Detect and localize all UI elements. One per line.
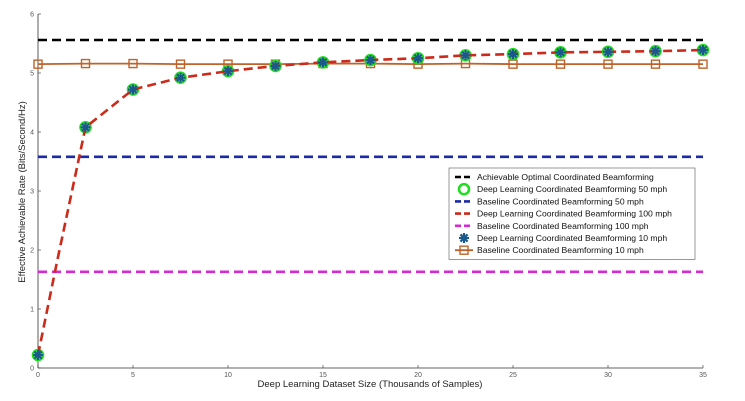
legend-deep-learning-coordinated-beamforming-50-mph-marker xyxy=(457,182,471,196)
deep-learning-coordinated-beamforming-10-mph-point xyxy=(508,49,518,60)
deep-learning-coordinated-beamforming-10-mph-point xyxy=(128,84,138,95)
y-tick-label: 0 xyxy=(30,366,34,373)
legend-deep-learning-coordinated-beamforming-10-mph-label: Deep Learning Coordinated Beamforming 10… xyxy=(477,233,667,243)
y-tick-label: 1 xyxy=(30,307,34,314)
legend-box xyxy=(448,167,696,260)
y-axis-label: Effective Achievable Rate (Bits/Second/H… xyxy=(17,101,28,282)
baseline-coordinated-beamforming-10-mph-point xyxy=(80,58,91,69)
deep-learning-coordinated-beamforming-10-mph-point xyxy=(413,53,423,64)
deep-learning-coordinated-beamforming-10-mph-point xyxy=(365,55,376,66)
legend-deep-learning-coordinated-beamforming-100-mph-label: Deep Learning Coordinated Beamforming 10… xyxy=(477,209,672,219)
y-tick-label: 2 xyxy=(30,248,34,255)
x-tick-label: 10 xyxy=(224,372,232,379)
baseline-coordinated-beamforming-10-mph-point xyxy=(555,59,566,69)
deep-learning-coordinated-beamforming-10-mph-point xyxy=(270,60,281,71)
x-tick-label: 35 xyxy=(699,372,707,379)
deep-learning-coordinated-beamforming-10-mph-point xyxy=(223,66,233,77)
deep-learning-coordinated-beamforming-10-mph-series xyxy=(33,44,708,361)
legend-baseline-coordinated-beamforming-100-mph-label: Baseline Coordinated Beamforming 100 mph xyxy=(477,221,649,231)
deep-learning-coordinated-beamforming-10-mph-point xyxy=(33,350,43,361)
deep-learning-coordinated-beamforming-10-mph-point xyxy=(318,57,328,68)
baseline-coordinated-beamforming-10-mph-point xyxy=(650,59,661,69)
baseline-coordinated-beamforming-10-mph-point xyxy=(603,59,613,69)
deep-learning-coordinated-beamforming-10-mph-point xyxy=(603,46,613,57)
deep-learning-coordinated-beamforming-100-mph-line xyxy=(36,48,704,356)
deep-learning-coordinated-beamforming-10-mph-point xyxy=(555,47,566,58)
x-tick-label: 30 xyxy=(604,372,612,379)
y-tick-label: 6 xyxy=(30,12,34,19)
legend-deep-learning-coordinated-beamforming-10-mph-marker xyxy=(459,233,469,243)
y-tick-label: 4 xyxy=(30,130,34,137)
legend-baseline-coordinated-beamforming-10-mph-marker xyxy=(459,245,469,255)
deep-learning-coordinated-beamforming-10-mph-point xyxy=(460,50,471,61)
legend-baseline-coordinated-beamforming-10-mph-label: Baseline Coordinated Beamforming 10 mph xyxy=(477,245,644,255)
legend-baseline-coordinated-beamforming-50-mph-label: Baseline Coordinated Beamforming 50 mph xyxy=(477,196,644,206)
y-tick-label: 5 xyxy=(30,71,34,78)
baseline-coordinated-beamforming-10-mph-point xyxy=(33,59,43,69)
deep-learning-coordinated-beamforming-10-mph-point xyxy=(650,46,661,57)
baseline-coordinated-beamforming-10-mph-point xyxy=(128,58,138,69)
baseline-coordinated-beamforming-10-mph-point xyxy=(175,59,186,69)
legend-achievable-optimal-coordinated-beamforming-label: Achievable Optimal Coordinated Beamformi… xyxy=(477,172,654,182)
legend-deep-learning-coordinated-beamforming-50-mph-label: Deep Learning Coordinated Beamforming 50… xyxy=(477,184,667,194)
deep-learning-coordinated-beamforming-10-mph-point xyxy=(80,122,91,133)
x-tick-label: 5 xyxy=(131,372,135,379)
deep-learning-coordinated-beamforming-10-mph-point xyxy=(175,72,186,83)
deep-learning-coordinated-beamforming-10-mph-point xyxy=(698,44,708,55)
x-tick-label: 15 xyxy=(319,372,327,379)
deep-learning-coordinated-beamforming-100-mph-series xyxy=(36,48,704,356)
baseline-coordinated-beamforming-10-mph-point xyxy=(698,59,708,69)
x-tick-label: 20 xyxy=(414,372,422,379)
y-tick-label: 3 xyxy=(30,189,34,196)
x-axis-label: Deep Learning Dataset Size (Thousands of… xyxy=(258,379,483,390)
x-tick-label: 0 xyxy=(36,372,40,379)
x-tick-label: 25 xyxy=(509,372,517,379)
legend: Achievable Optimal Coordinated Beamformi… xyxy=(448,167,696,260)
